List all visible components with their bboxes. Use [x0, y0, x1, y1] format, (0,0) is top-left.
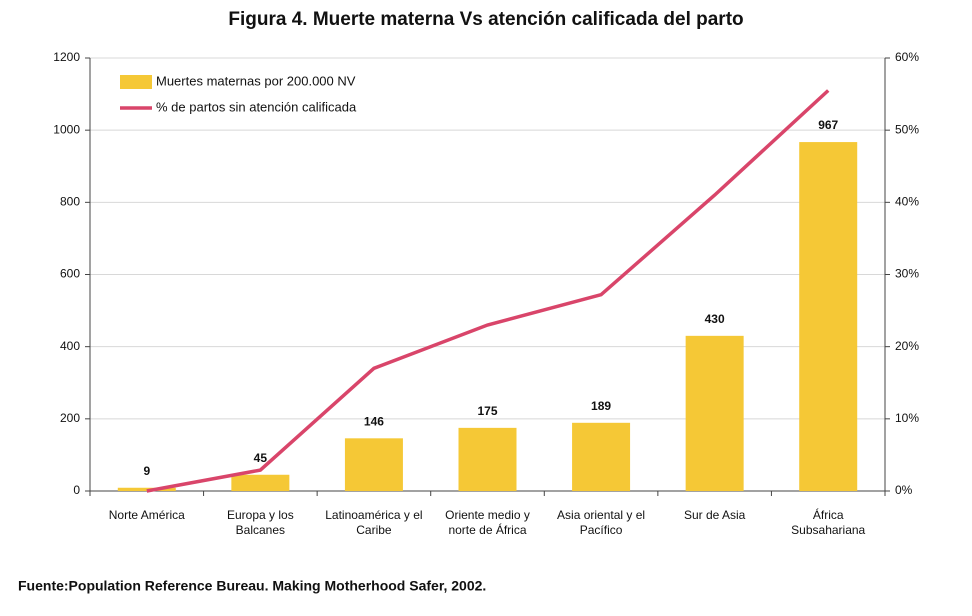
y2-tick-label: 0%	[895, 483, 913, 497]
y2-tick-label: 20%	[895, 339, 919, 353]
data-label: 430	[705, 312, 725, 326]
bar	[685, 335, 744, 491]
bar	[344, 438, 403, 491]
y-tick-label: 400	[60, 339, 80, 353]
y-tick-label: 1000	[53, 122, 80, 136]
x-tick-label: África Subsahariana	[791, 508, 866, 537]
y2-tick-label: 30%	[895, 267, 919, 281]
data-label: 967	[818, 118, 838, 132]
x-tick-label: Europa y los Balcanes	[226, 508, 294, 537]
legend-swatch	[120, 75, 152, 89]
y-tick-label: 600	[60, 267, 80, 281]
y-tick-label: 0	[73, 483, 80, 497]
bar	[572, 422, 631, 491]
x-tick-label: Sur de Asia	[683, 508, 746, 522]
bar	[458, 427, 517, 491]
x-tick-label: Asia oriental y el Pacífico	[557, 508, 646, 537]
chart-title: Figura 4. Muerte materna Vs atención cal…	[228, 9, 743, 30]
data-label: 189	[591, 399, 611, 413]
y-tick-label: 800	[60, 195, 80, 209]
data-label: 175	[477, 404, 497, 418]
x-tick-label: Latinoamérica y el Caribe	[325, 508, 423, 537]
bar	[799, 142, 858, 492]
y2-tick-label: 10%	[895, 411, 919, 425]
x-tick-label: Oriente medio y norte de África	[445, 508, 530, 537]
y-tick-label: 1200	[53, 50, 80, 64]
data-label: 9	[143, 464, 150, 478]
x-tick-label: Norte América	[108, 508, 185, 522]
legend-label: Muertes maternas por 200.000 NV	[156, 73, 356, 88]
source-note: Fuente:Population Reference Bureau. Maki…	[18, 578, 486, 594]
legend-label: % de partos sin atención calificada	[156, 99, 357, 114]
line	[146, 89, 830, 493]
y2-tick-label: 50%	[895, 122, 919, 136]
y-tick-label: 200	[60, 411, 80, 425]
y2-tick-label: 60%	[895, 50, 919, 64]
y2-tick-label: 40%	[895, 195, 919, 209]
bar	[231, 474, 290, 491]
data-label: 146	[364, 414, 384, 428]
data-label: 45	[254, 451, 268, 465]
